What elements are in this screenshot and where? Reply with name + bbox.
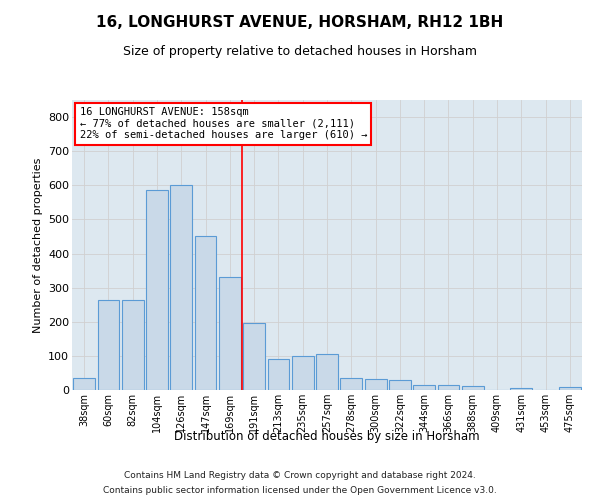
Bar xyxy=(268,360,289,390)
Bar xyxy=(413,385,435,390)
Text: Contains HM Land Registry data © Crown copyright and database right 2024.: Contains HM Land Registry data © Crown c… xyxy=(124,471,476,480)
Text: Contains public sector information licensed under the Open Government Licence v3: Contains public sector information licen… xyxy=(103,486,497,495)
Bar xyxy=(243,324,265,390)
Bar xyxy=(462,386,484,390)
Bar xyxy=(437,385,460,390)
Y-axis label: Number of detached properties: Number of detached properties xyxy=(32,158,43,332)
Bar xyxy=(292,356,314,390)
Bar xyxy=(389,380,411,390)
Bar xyxy=(365,378,386,390)
Bar xyxy=(316,354,338,390)
Bar xyxy=(146,190,168,390)
Bar xyxy=(194,236,217,390)
Text: Distribution of detached houses by size in Horsham: Distribution of detached houses by size … xyxy=(174,430,480,443)
Bar xyxy=(219,278,241,390)
Text: 16 LONGHURST AVENUE: 158sqm
← 77% of detached houses are smaller (2,111)
22% of : 16 LONGHURST AVENUE: 158sqm ← 77% of det… xyxy=(80,108,367,140)
Bar xyxy=(511,388,532,390)
Bar xyxy=(340,378,362,390)
Bar xyxy=(73,378,95,390)
Bar xyxy=(122,300,143,390)
Bar xyxy=(170,186,192,390)
Bar xyxy=(559,388,581,390)
Text: Size of property relative to detached houses in Horsham: Size of property relative to detached ho… xyxy=(123,45,477,58)
Bar xyxy=(97,300,119,390)
Text: 16, LONGHURST AVENUE, HORSHAM, RH12 1BH: 16, LONGHURST AVENUE, HORSHAM, RH12 1BH xyxy=(97,15,503,30)
